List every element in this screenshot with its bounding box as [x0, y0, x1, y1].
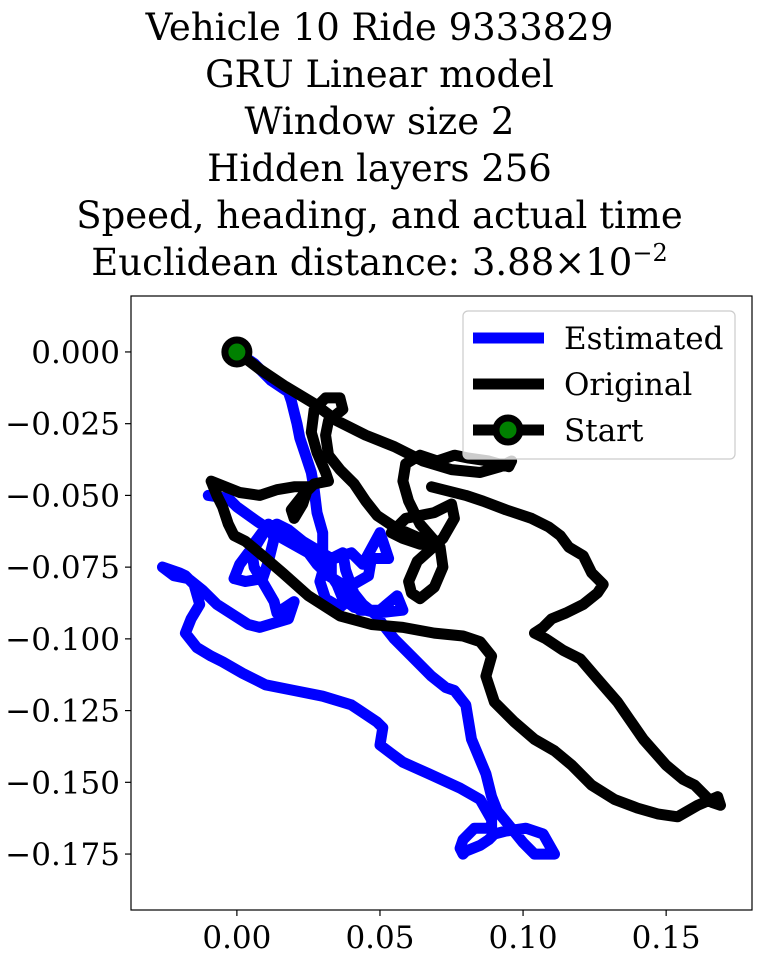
y-axis: 0.000 −0.025 −0.050 −0.075 −0.100 −0.125 −0.15…	[5, 335, 131, 873]
x-tick-label: 0.15	[632, 920, 701, 956]
y-tick-label: −0.150	[5, 765, 120, 801]
x-axis: 0.00 0.05 0.10 0.15	[202, 910, 701, 956]
y-tick-label: −0.175	[5, 837, 120, 873]
title-line-5: Speed, heading, and actual time	[76, 194, 683, 237]
y-tick-label: −0.025	[5, 407, 120, 443]
legend: Estimated Original Start	[462, 310, 736, 460]
legend-label-original: Original	[564, 367, 692, 403]
legend-marker-start	[492, 414, 524, 446]
chart-title: Vehicle 10 Ride 9333829 GRU Linear model…	[0, 4, 759, 286]
y-tick-label: −0.100	[5, 622, 120, 658]
x-tick-label: 0.00	[202, 920, 271, 956]
title-line-6-text: Euclidean distance: 3.88×10	[91, 241, 633, 284]
y-tick-label: 0.000	[31, 335, 120, 371]
title-line-2: GRU Linear model	[205, 53, 554, 96]
legend-label-start: Start	[564, 413, 644, 449]
title-line-6: Euclidean distance: 3.88×10−2	[0, 239, 759, 286]
title-line-6-exponent: −2	[632, 239, 668, 267]
title-line-1: Vehicle 10 Ride 9333829	[145, 6, 614, 49]
title-line-4: Hidden layers 256	[207, 147, 552, 190]
x-tick-label: 0.05	[345, 920, 414, 956]
series-layer	[157, 336, 726, 860]
legend-box	[462, 310, 736, 460]
plot-frame	[130, 295, 753, 911]
start-marker	[221, 336, 253, 368]
legend-label-estimated: Estimated	[564, 321, 723, 357]
title-line-3: Window size 2	[244, 100, 515, 143]
y-tick-label: −0.050	[5, 478, 120, 514]
y-tick-label: −0.125	[5, 694, 120, 730]
series-line-original	[205, 346, 726, 823]
y-tick-label: −0.075	[5, 550, 120, 586]
x-tick-label: 0.10	[489, 920, 558, 956]
series-line-estimated	[157, 346, 560, 860]
